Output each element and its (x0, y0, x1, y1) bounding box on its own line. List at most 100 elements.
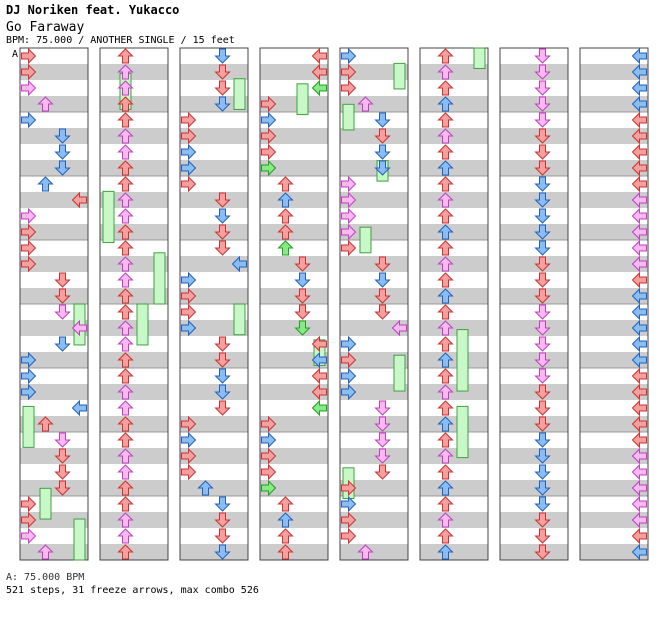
stripe (260, 192, 328, 208)
step-arrow (437, 416, 454, 432)
stripe (20, 512, 88, 528)
freeze-arrow (153, 252, 166, 305)
step-arrow (534, 384, 551, 400)
step-arrow (21, 495, 37, 513)
stripe (500, 256, 568, 272)
stripe (260, 352, 328, 368)
step-arrow (117, 48, 134, 64)
step-arrow (534, 192, 551, 208)
stripe (580, 64, 648, 80)
stripe (180, 512, 248, 528)
step-arrow (631, 159, 647, 177)
step-arrow (374, 160, 391, 176)
stripe (100, 64, 168, 80)
step-arrow (117, 240, 134, 256)
step-arrow (631, 383, 647, 401)
step-arrow (117, 512, 134, 528)
step-arrow (117, 192, 134, 208)
freeze-arrow (73, 518, 86, 561)
stripe (580, 544, 648, 560)
step-arrow (277, 176, 294, 192)
stripe (180, 384, 248, 400)
chart-column (99, 47, 169, 561)
step-arrow (534, 368, 551, 384)
step-arrow (341, 495, 357, 513)
step-arrow (437, 224, 454, 240)
step-arrow (294, 288, 311, 304)
step-arrow (181, 175, 197, 193)
step-arrow (214, 400, 231, 416)
stripe (420, 544, 488, 560)
step-arrow (341, 63, 357, 81)
step-arrow (631, 95, 647, 113)
step-arrow (117, 448, 134, 464)
stripe (180, 352, 248, 368)
step-arrow (341, 527, 357, 545)
stripe (340, 320, 408, 336)
step-arrow (231, 255, 247, 273)
step-arrow (437, 208, 454, 224)
step-arrow (437, 496, 454, 512)
stripe (340, 256, 408, 272)
step-arrow (117, 528, 134, 544)
stripe (500, 544, 568, 560)
chart-column (259, 47, 329, 561)
stripe (420, 64, 488, 80)
stripe (260, 384, 328, 400)
step-arrow (341, 479, 357, 497)
column-border (579, 47, 649, 561)
step-arrow (117, 224, 134, 240)
stripe (580, 416, 648, 432)
stripe (20, 256, 88, 272)
step-arrow (534, 416, 551, 432)
step-arrow (117, 432, 134, 448)
step-arrow (534, 160, 551, 176)
stripe (260, 416, 328, 432)
step-arrow (437, 160, 454, 176)
step-arrow (357, 96, 374, 112)
step-arrow (54, 272, 71, 288)
freeze-arrow (342, 103, 355, 131)
stripe (340, 64, 408, 80)
stripe (500, 224, 568, 240)
stripe (500, 480, 568, 496)
stripe (420, 128, 488, 144)
stripe (100, 352, 168, 368)
stripe (580, 320, 648, 336)
step-arrow (631, 111, 647, 129)
step-arrow (631, 223, 647, 241)
step-arrow (437, 384, 454, 400)
stripe (580, 96, 648, 112)
step-arrow (437, 96, 454, 112)
step-arrow (631, 351, 647, 369)
step-arrow (214, 352, 231, 368)
step-arrow (631, 447, 647, 465)
freeze-arrow (393, 354, 406, 392)
stripe (180, 96, 248, 112)
step-arrow (341, 367, 357, 385)
step-arrow (534, 320, 551, 336)
stripe (500, 384, 568, 400)
stripe (580, 512, 648, 528)
chart-info: BPM: 75.000 / ANOTHER SINGLE / 15 feet (6, 35, 235, 46)
step-arrow (631, 415, 647, 433)
stripe (500, 416, 568, 432)
step-arrow (214, 544, 231, 560)
step-arrow (117, 256, 134, 272)
column-border (179, 47, 249, 561)
step-arrow (214, 64, 231, 80)
stripe (180, 224, 248, 240)
step-arrow (117, 160, 134, 176)
step-arrow (71, 191, 87, 209)
stripe (580, 256, 648, 272)
chart-stats: 521 steps, 31 freeze arrows, max combo 5… (6, 585, 259, 596)
step-arrow (21, 351, 37, 369)
step-arrow (437, 48, 454, 64)
step-arrow (117, 176, 134, 192)
freeze-arrow (393, 62, 406, 90)
step-arrow (534, 272, 551, 288)
stripe (260, 160, 328, 176)
step-arrow (311, 399, 327, 417)
stripe (420, 96, 488, 112)
